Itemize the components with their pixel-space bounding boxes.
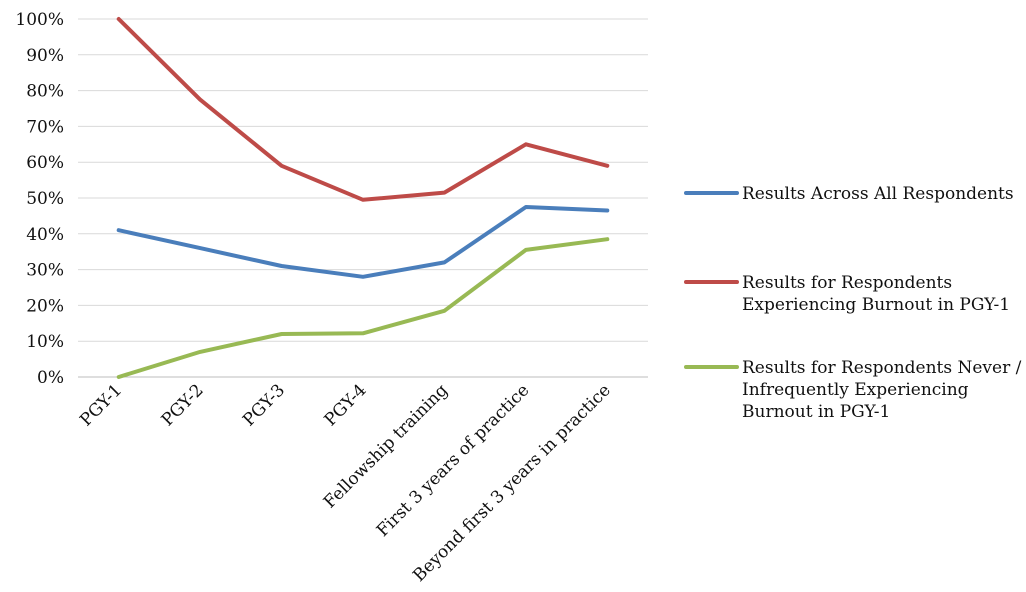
series-line-3 xyxy=(116,237,610,379)
x-tick-label: PGY-3 xyxy=(239,380,289,430)
series-lines xyxy=(116,17,610,379)
y-tick-label: 80% xyxy=(26,82,64,102)
legend-label: Experiencing Burnout in PGY-1 xyxy=(742,295,1010,315)
x-tick-label: PGY-4 xyxy=(321,380,371,430)
y-tick-label: 50% xyxy=(26,189,64,209)
legend-label: Results Across All Respondents xyxy=(742,184,1014,204)
y-tick-label: 70% xyxy=(26,117,64,137)
legend: Results Across All Respondents Results fo… xyxy=(684,184,1022,422)
legend-label: Results for Respondents Never / xyxy=(742,358,1022,378)
legend-label: Burnout in PGY-1 xyxy=(742,402,890,422)
x-tick-label: PGY-2 xyxy=(158,380,208,430)
legend-label: Results for Respondents xyxy=(742,273,952,293)
series-line-1 xyxy=(116,205,610,279)
y-tick-label: 20% xyxy=(26,296,64,316)
y-tick-label: 60% xyxy=(26,153,64,173)
x-tick-label: First 3 years of practice xyxy=(373,380,534,541)
x-tick-label: PGY-1 xyxy=(76,380,126,430)
y-axis-tick-labels: 0% 10% 20% 30% 40% 50% 60% 70% 80% 90% 100% xyxy=(15,10,64,388)
y-tick-label: 100% xyxy=(15,10,64,30)
y-tick-label: 90% xyxy=(26,46,64,66)
y-tick-label: 0% xyxy=(37,368,64,388)
series-line-2 xyxy=(116,17,610,202)
y-tick-label: 30% xyxy=(26,261,64,281)
y-tick-label: 40% xyxy=(26,225,64,245)
y-tick-label: 10% xyxy=(26,332,64,352)
legend-label: Infrequently Experiencing xyxy=(742,380,969,400)
